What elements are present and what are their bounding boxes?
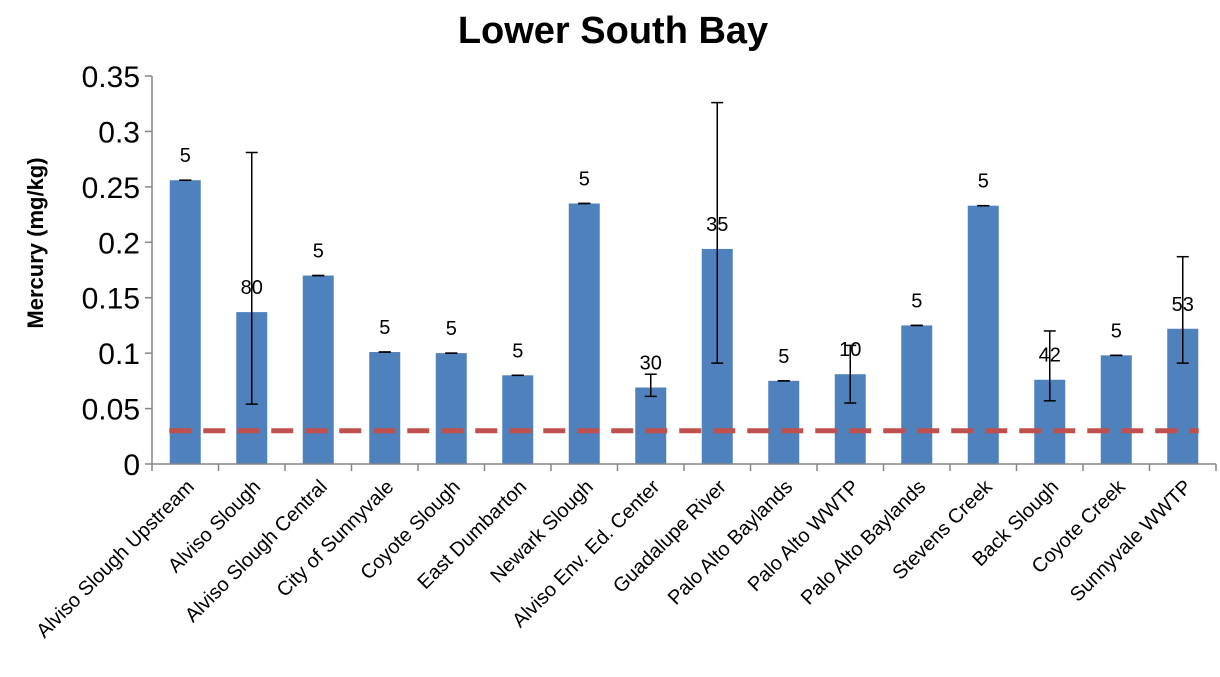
- data-label: 5: [446, 318, 457, 340]
- bar: [369, 352, 401, 464]
- bar: [435, 353, 467, 464]
- x-tick-label: Palo Alto Baylands: [664, 476, 797, 609]
- bars: [169, 180, 1199, 464]
- chart-title: Lower South Bay: [458, 10, 768, 52]
- data-labels: 5 80 5 5 5 5 5 30 35 5 10 5 5 42 5 53: [180, 145, 1194, 374]
- bar: [967, 205, 999, 464]
- x-tick-label: Palo Alto Baylands: [797, 476, 930, 609]
- y-tick-label: 0.1: [98, 338, 140, 371]
- data-label: 5: [1111, 320, 1122, 342]
- y-tick-label: 0.2: [98, 227, 140, 260]
- bar: [901, 325, 933, 464]
- x-tick-label: Guadalupe River: [609, 476, 731, 598]
- bar: [768, 380, 800, 464]
- y-tick-label: 0.25: [82, 172, 140, 205]
- data-label: 35: [706, 214, 728, 236]
- data-label: 30: [640, 353, 662, 375]
- data-label: 42: [1039, 345, 1061, 367]
- bar: [1100, 355, 1132, 464]
- data-label: 5: [379, 317, 390, 339]
- data-label: 5: [978, 171, 989, 193]
- bar: [568, 203, 600, 464]
- x-tick-label: City of Sunnyvale: [273, 476, 399, 602]
- data-label: 5: [778, 346, 789, 368]
- x-tick-label: Palo Alto WWTP: [744, 476, 864, 596]
- y-tick-label: 0.15: [82, 283, 140, 316]
- y-axis: 0 0.05 0.1 0.15 0.2 0.25 0.3 0.35: [82, 61, 153, 482]
- bar: [635, 387, 667, 464]
- y-axis-label: Mercury (mg/kg): [23, 157, 48, 328]
- data-label: 5: [180, 145, 191, 167]
- error-bars: [179, 101, 1189, 405]
- data-label: 10: [839, 339, 861, 361]
- y-tick-label: 0.05: [82, 394, 140, 427]
- data-label: 53: [1172, 294, 1194, 316]
- data-label: 5: [579, 168, 590, 190]
- data-label: 5: [911, 290, 922, 312]
- y-tick-label: 0: [123, 449, 140, 482]
- y-tick-label: 0.35: [82, 61, 140, 94]
- data-label: 80: [241, 277, 263, 299]
- bar: [169, 180, 201, 464]
- data-label: 5: [512, 340, 523, 362]
- bar: [502, 375, 534, 464]
- bar: [302, 275, 334, 464]
- y-tick-label: 0.3: [98, 116, 140, 149]
- data-label: 5: [313, 241, 324, 263]
- x-tick-label: Sunnyvale WWTP: [1066, 476, 1196, 606]
